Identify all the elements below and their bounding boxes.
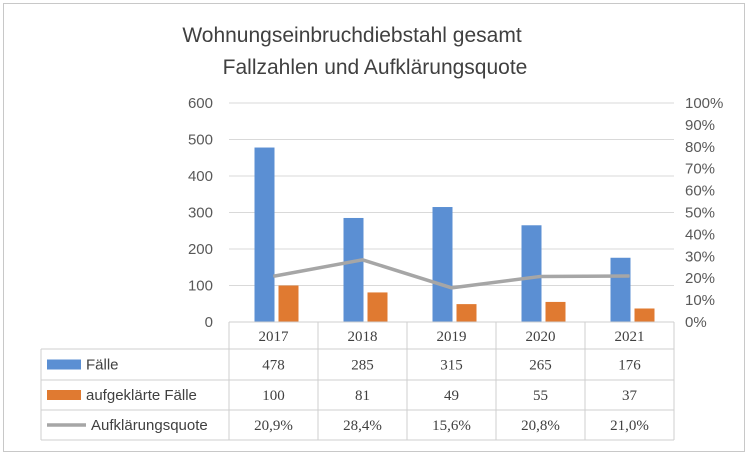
bar-aufgeklaert xyxy=(456,304,477,322)
table-cell: 176 xyxy=(618,358,641,374)
y-left-tick-label: 200 xyxy=(188,241,213,258)
bar-aufgeklaert xyxy=(634,308,655,322)
table-cell: 49 xyxy=(444,388,459,404)
y-left-tick-label: 0 xyxy=(205,314,213,331)
bar-aufgeklaert xyxy=(367,292,388,322)
table-cell: 21,0% xyxy=(610,418,649,434)
y-right-tick-label: 80% xyxy=(685,139,715,156)
line-point xyxy=(540,275,541,277)
y-right-tick-label: 40% xyxy=(685,226,715,243)
bar-faelle xyxy=(610,257,631,322)
legend-label: Fälle xyxy=(86,357,119,374)
y-right-tick-label: 0% xyxy=(685,314,707,331)
y-right-tick-label: 30% xyxy=(685,248,715,265)
x-tick-label: 2018 xyxy=(348,329,378,345)
x-tick-label: 2021 xyxy=(615,329,645,345)
y-left-tick-label: 600 xyxy=(188,95,213,112)
y-left-tick-label: 100 xyxy=(188,278,213,295)
table-cell: 15,6% xyxy=(432,418,471,434)
table-cell: 28,4% xyxy=(343,418,382,434)
line-point xyxy=(273,275,274,277)
table-cell: 315 xyxy=(440,358,463,374)
y-right-tick-label: 10% xyxy=(685,292,715,309)
y-right-tick-label: 90% xyxy=(685,117,715,134)
legend-label: aufgeklärte Fälle xyxy=(86,387,197,404)
line-point xyxy=(362,259,363,261)
bar-faelle xyxy=(432,207,453,322)
table-cell: 478 xyxy=(262,358,285,374)
y-right-tick-label: 60% xyxy=(685,183,715,200)
x-tick-label: 2020 xyxy=(526,329,556,345)
y-right-tick-label: 100% xyxy=(685,95,723,112)
legend-key xyxy=(47,359,81,370)
legend-key xyxy=(47,390,81,400)
line-point xyxy=(629,275,630,277)
bar-faelle xyxy=(343,217,364,322)
chart-frame xyxy=(3,3,745,452)
y-left-tick-label: 400 xyxy=(188,168,213,185)
table-cell: 55 xyxy=(533,388,548,404)
y-left-tick-label: 500 xyxy=(188,132,213,149)
y-right-tick-label: 50% xyxy=(685,205,715,222)
bar-aufgeklaert xyxy=(278,285,299,322)
legend-label: Aufklärungsquote xyxy=(91,417,208,434)
y-right-tick-label: 70% xyxy=(685,161,715,178)
chart-title: Wohnungseinbruchdiebstahl gesamt xyxy=(182,24,521,47)
table-cell: 285 xyxy=(351,358,374,374)
y-left-tick-label: 300 xyxy=(188,205,213,222)
bar-faelle xyxy=(521,225,542,322)
table-cell: 81 xyxy=(355,388,370,404)
table-cell: 20,9% xyxy=(254,418,293,434)
table-cell: 100 xyxy=(262,388,285,404)
y-right-tick-label: 20% xyxy=(685,270,715,287)
table-cell: 265 xyxy=(529,358,552,374)
bar-aufgeklaert xyxy=(545,301,566,322)
line-point xyxy=(451,287,452,289)
chart-subtitle: Fallzahlen und Aufklärungsquote xyxy=(223,56,528,79)
bar-faelle xyxy=(254,147,275,322)
table-cell: 20,8% xyxy=(521,418,560,434)
x-tick-label: 2019 xyxy=(437,329,467,345)
x-tick-label: 2017 xyxy=(259,329,290,345)
table-cell: 37 xyxy=(622,388,638,404)
